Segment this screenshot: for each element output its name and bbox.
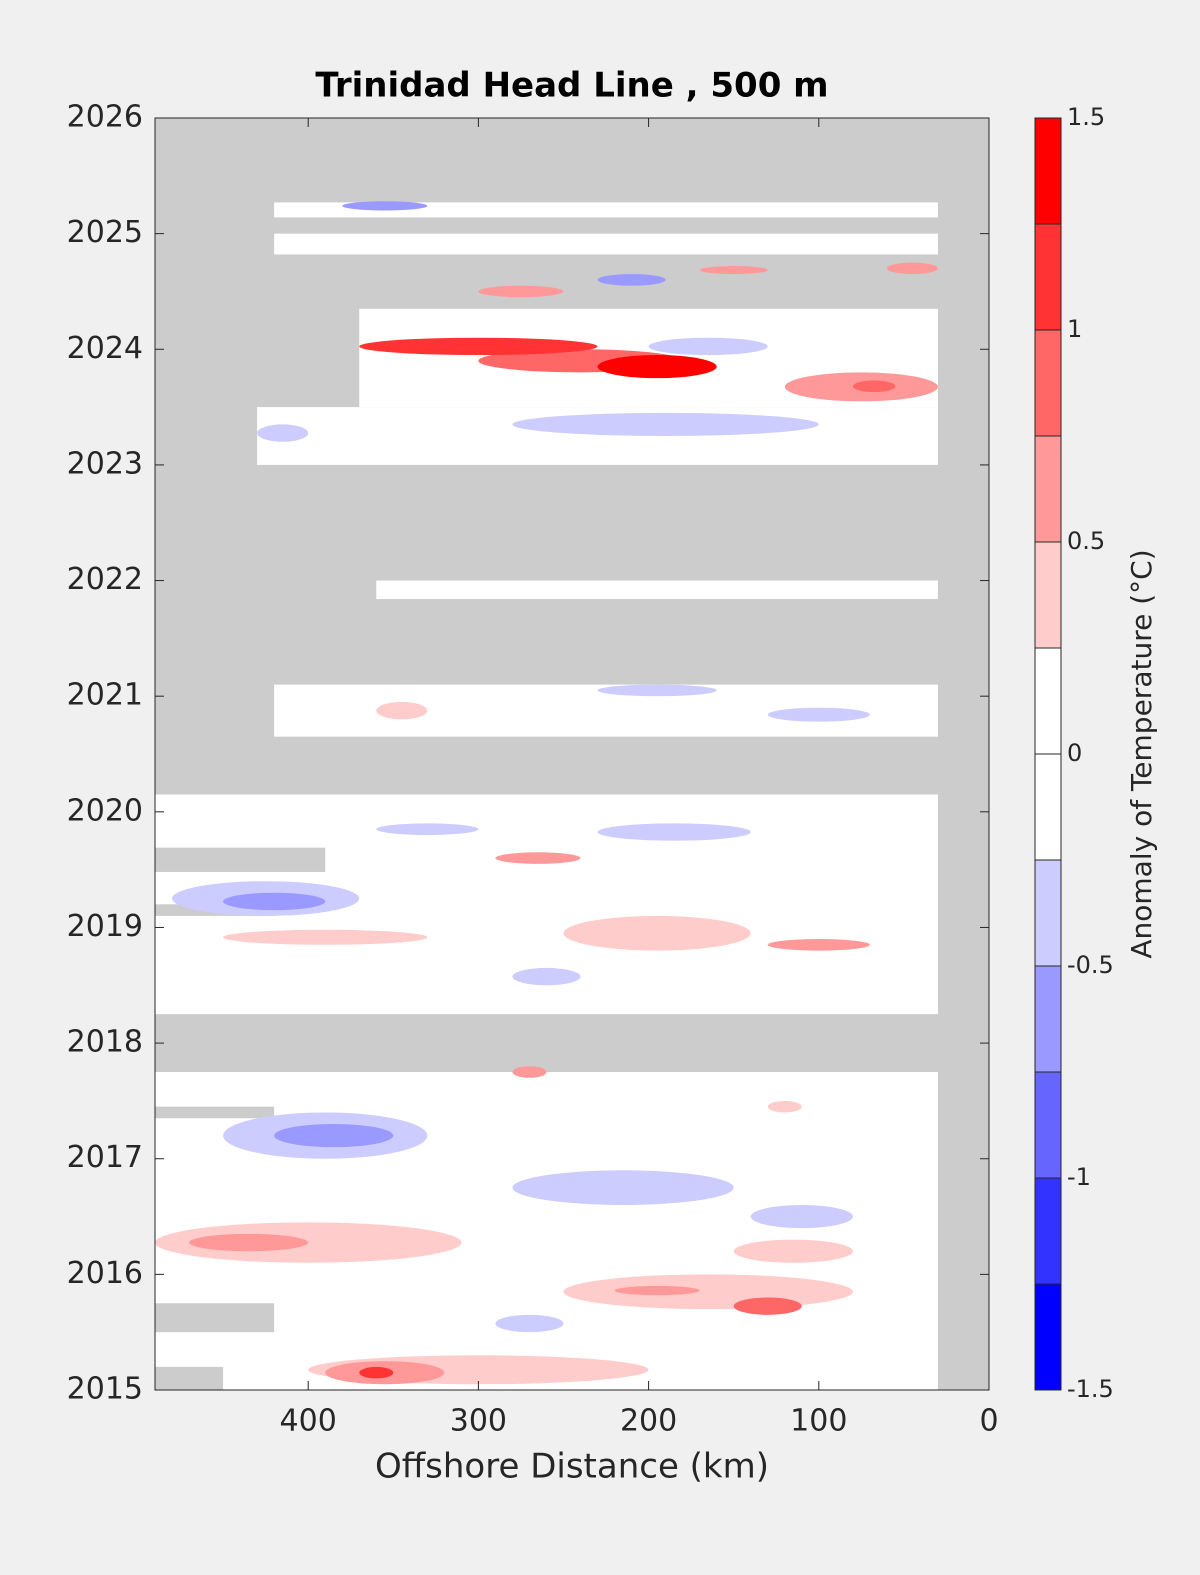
x-tick-label: 0 <box>979 1404 998 1439</box>
colorbar-band <box>1035 648 1061 754</box>
x-tick-label: 100 <box>790 1404 847 1439</box>
y-tick-label: 2018 <box>67 1025 143 1060</box>
anomaly-region <box>223 892 326 911</box>
y-tick-label: 2015 <box>67 1372 143 1407</box>
anomaly-region <box>478 285 564 298</box>
anomaly-region <box>767 1100 802 1113</box>
anomaly-region <box>886 262 938 275</box>
anomaly-region <box>750 1204 853 1229</box>
anomaly-region <box>512 1170 734 1205</box>
x-tick-label: 400 <box>280 1404 337 1439</box>
y-tick-label: 2026 <box>67 100 143 135</box>
data-coverage <box>376 580 938 600</box>
colorbar-band <box>1035 966 1061 1072</box>
data-coverage <box>274 202 938 218</box>
anomaly-region <box>257 424 309 442</box>
data-gap <box>155 1303 275 1333</box>
y-tick-label: 2023 <box>67 446 143 481</box>
anomaly-region <box>512 412 819 436</box>
anomaly-region <box>342 201 428 211</box>
y-tick-label: 2024 <box>67 331 143 366</box>
colorbar-band <box>1035 542 1061 648</box>
anomaly-region <box>597 274 666 286</box>
y-tick-label: 2016 <box>67 1256 143 1291</box>
colorbar-frame <box>1034 117 1062 1391</box>
colorbar-tick-label: 0 <box>1067 739 1082 767</box>
anomaly-region <box>512 1066 547 1078</box>
anomaly-region <box>223 929 428 945</box>
data-gap <box>155 847 326 872</box>
anomaly-region <box>359 1366 394 1379</box>
anomaly-region <box>767 939 870 951</box>
chart-title: Trinidad Head Line , 500 m <box>315 66 828 106</box>
data-coverage <box>274 233 938 255</box>
colorbar-band <box>1035 1072 1061 1178</box>
colorbar-tick-label: 1.5 <box>1067 103 1105 131</box>
colorbar-tick-label: -1 <box>1067 1163 1091 1191</box>
colorbar-band <box>1035 754 1061 860</box>
colorbar-label: Anomaly of Temperature (°C) <box>1125 549 1158 958</box>
anomaly-region <box>512 967 581 986</box>
anomaly-region <box>852 380 896 393</box>
anomaly-region <box>376 701 428 720</box>
y-tick-label: 2021 <box>67 678 143 713</box>
y-tick-label: 2020 <box>67 793 143 828</box>
anomaly-region <box>597 684 717 697</box>
colorbar-band <box>1035 330 1061 436</box>
x-tick-label: 200 <box>620 1404 677 1439</box>
colorbar-tick-label: -1.5 <box>1067 1375 1114 1403</box>
plot-frame <box>154 117 990 1391</box>
data-gap <box>155 1366 224 1390</box>
colorbar-tick-label: -0.5 <box>1067 951 1114 979</box>
anomaly-region <box>376 823 479 835</box>
colorbar-band <box>1035 436 1061 542</box>
anomaly-region <box>155 1222 462 1263</box>
anomaly-region <box>359 337 598 356</box>
y-tick-label: 2025 <box>67 215 143 250</box>
y-tick-label: 2019 <box>67 909 143 944</box>
anomaly-region <box>614 1285 700 1296</box>
data-gap <box>155 1106 275 1119</box>
anomaly-region <box>767 707 870 722</box>
anomaly-region <box>648 337 768 356</box>
anomaly-region <box>495 1314 564 1333</box>
anomaly-region <box>563 1274 853 1310</box>
anomaly-region <box>733 1239 853 1263</box>
anomaly-region <box>733 1297 802 1315</box>
colorbar-band <box>1035 224 1061 330</box>
x-axis-label: Offshore Distance (km) <box>375 1447 769 1487</box>
colorbar-band <box>1035 860 1061 966</box>
y-tick-label: 2022 <box>67 562 143 597</box>
anomaly-region <box>563 915 751 951</box>
anomaly-region <box>699 266 768 275</box>
anomaly-region <box>274 1124 394 1148</box>
y-tick-label: 2017 <box>67 1140 143 1175</box>
colorbar-band <box>1035 118 1061 224</box>
colorbar-tick-label: 0.5 <box>1067 527 1105 555</box>
colorbar-band <box>1035 1178 1061 1284</box>
anomaly-region <box>597 355 717 379</box>
anomaly-region <box>495 852 581 864</box>
colorbar-tick-label: 1 <box>1067 315 1082 343</box>
colorbar-band <box>1035 1284 1061 1390</box>
anomaly-region <box>597 823 751 841</box>
x-tick-label: 300 <box>450 1404 507 1439</box>
anomaly-region <box>189 1233 309 1252</box>
